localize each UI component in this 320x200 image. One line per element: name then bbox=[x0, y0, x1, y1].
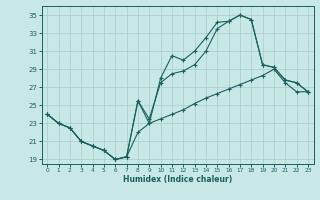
X-axis label: Humidex (Indice chaleur): Humidex (Indice chaleur) bbox=[123, 175, 232, 184]
